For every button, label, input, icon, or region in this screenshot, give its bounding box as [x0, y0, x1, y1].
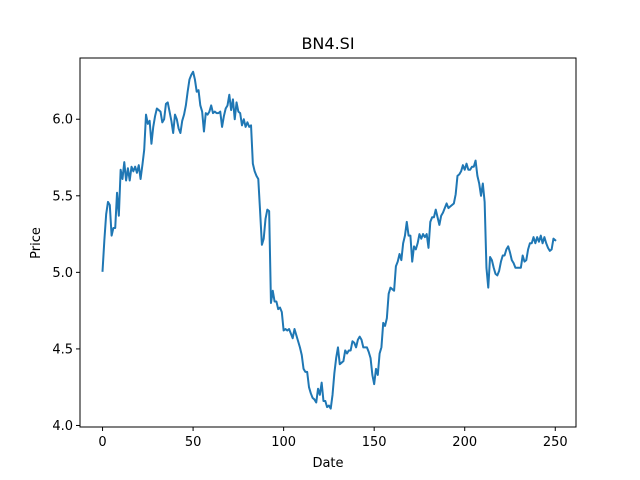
- series-line-0: [101, 70, 557, 410]
- y-axis-ticks: 4.0 4.5 5.0 5.5 6.0: [52, 113, 80, 434]
- x-tick-label: 200: [452, 435, 477, 450]
- y-tick-label: 6.0: [52, 113, 73, 128]
- y-tick-label: 5.5: [52, 189, 73, 204]
- x-axis-ticks: 0 50 100 150 200 250: [98, 427, 568, 450]
- x-tick-label: 250: [543, 435, 568, 450]
- x-tick-label: 150: [362, 435, 387, 450]
- x-tick-label: 50: [185, 435, 202, 450]
- y-tick-label: 5.0: [52, 266, 73, 281]
- y-axis-label: Price: [29, 227, 44, 259]
- axes-frame: [79, 57, 577, 428]
- plot-area: [101, 70, 557, 410]
- x-tick-label: 100: [271, 435, 296, 450]
- chart-title: BN4.SI: [301, 34, 354, 53]
- y-tick-label: 4.0: [52, 419, 73, 434]
- x-tick-label: 0: [98, 435, 106, 450]
- y-tick-label: 4.5: [52, 342, 73, 357]
- x-axis-label: Date: [312, 456, 343, 471]
